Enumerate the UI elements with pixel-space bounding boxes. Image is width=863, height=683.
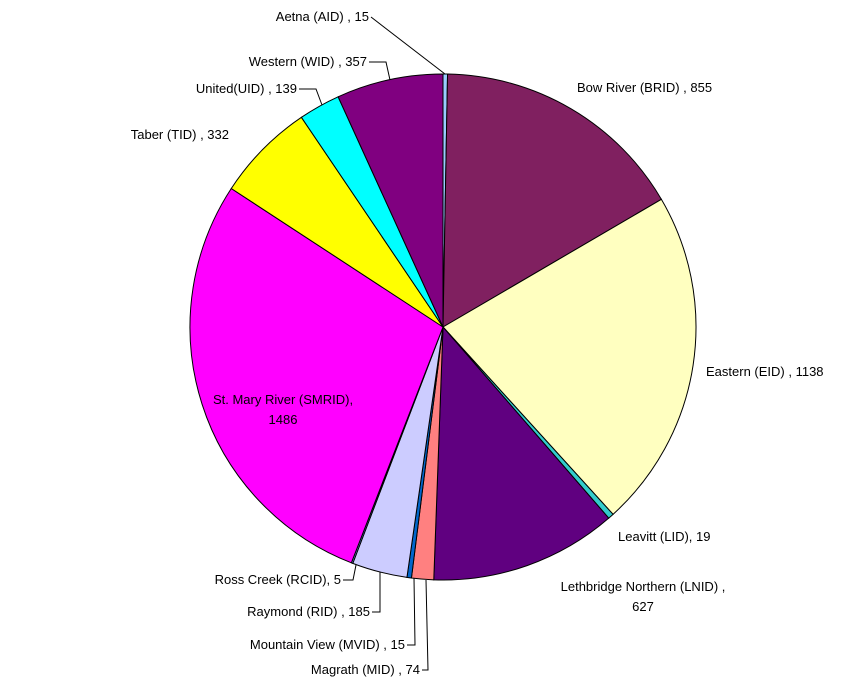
slice-label: Aetna (AID) , 15 [275, 9, 369, 24]
pie-slice [189, 187, 444, 564]
slice-label: Lethbridge Northern (LNID) , 627 [560, 579, 726, 614]
leader-line [369, 61, 391, 81]
pie-slice [442, 198, 697, 516]
slice-label: Taber (TID) , 332 [130, 127, 229, 142]
slice-label: Leavitt (LID), 19 [618, 529, 711, 544]
slice-label: St. Mary River (SMRID), 1486 [212, 392, 354, 427]
pie-slice [442, 73, 663, 328]
leader-line [372, 572, 381, 613]
slice-label: Mountain View (MVID) , 15 [249, 637, 405, 652]
leader-line [422, 579, 429, 671]
pie-slice [337, 73, 444, 328]
leader-line [343, 564, 357, 581]
slice-label: Eastern (EID) , 1138 [706, 364, 824, 379]
slice-label: Raymond (RID) , 185 [247, 604, 370, 619]
slice-label: Bow River (BRID) , 855 [577, 80, 713, 95]
slice-label: United(UID) , 139 [195, 81, 297, 96]
leader-line [407, 577, 416, 646]
leader-line [370, 16, 446, 75]
slice-label: Western (WID) , 357 [248, 54, 367, 69]
slice-label: Magrath (MID) , 74 [310, 662, 420, 677]
pie-slice [433, 325, 610, 581]
leader-line [299, 88, 323, 106]
slice-label: Ross Creek (RCID), 5 [214, 572, 341, 587]
